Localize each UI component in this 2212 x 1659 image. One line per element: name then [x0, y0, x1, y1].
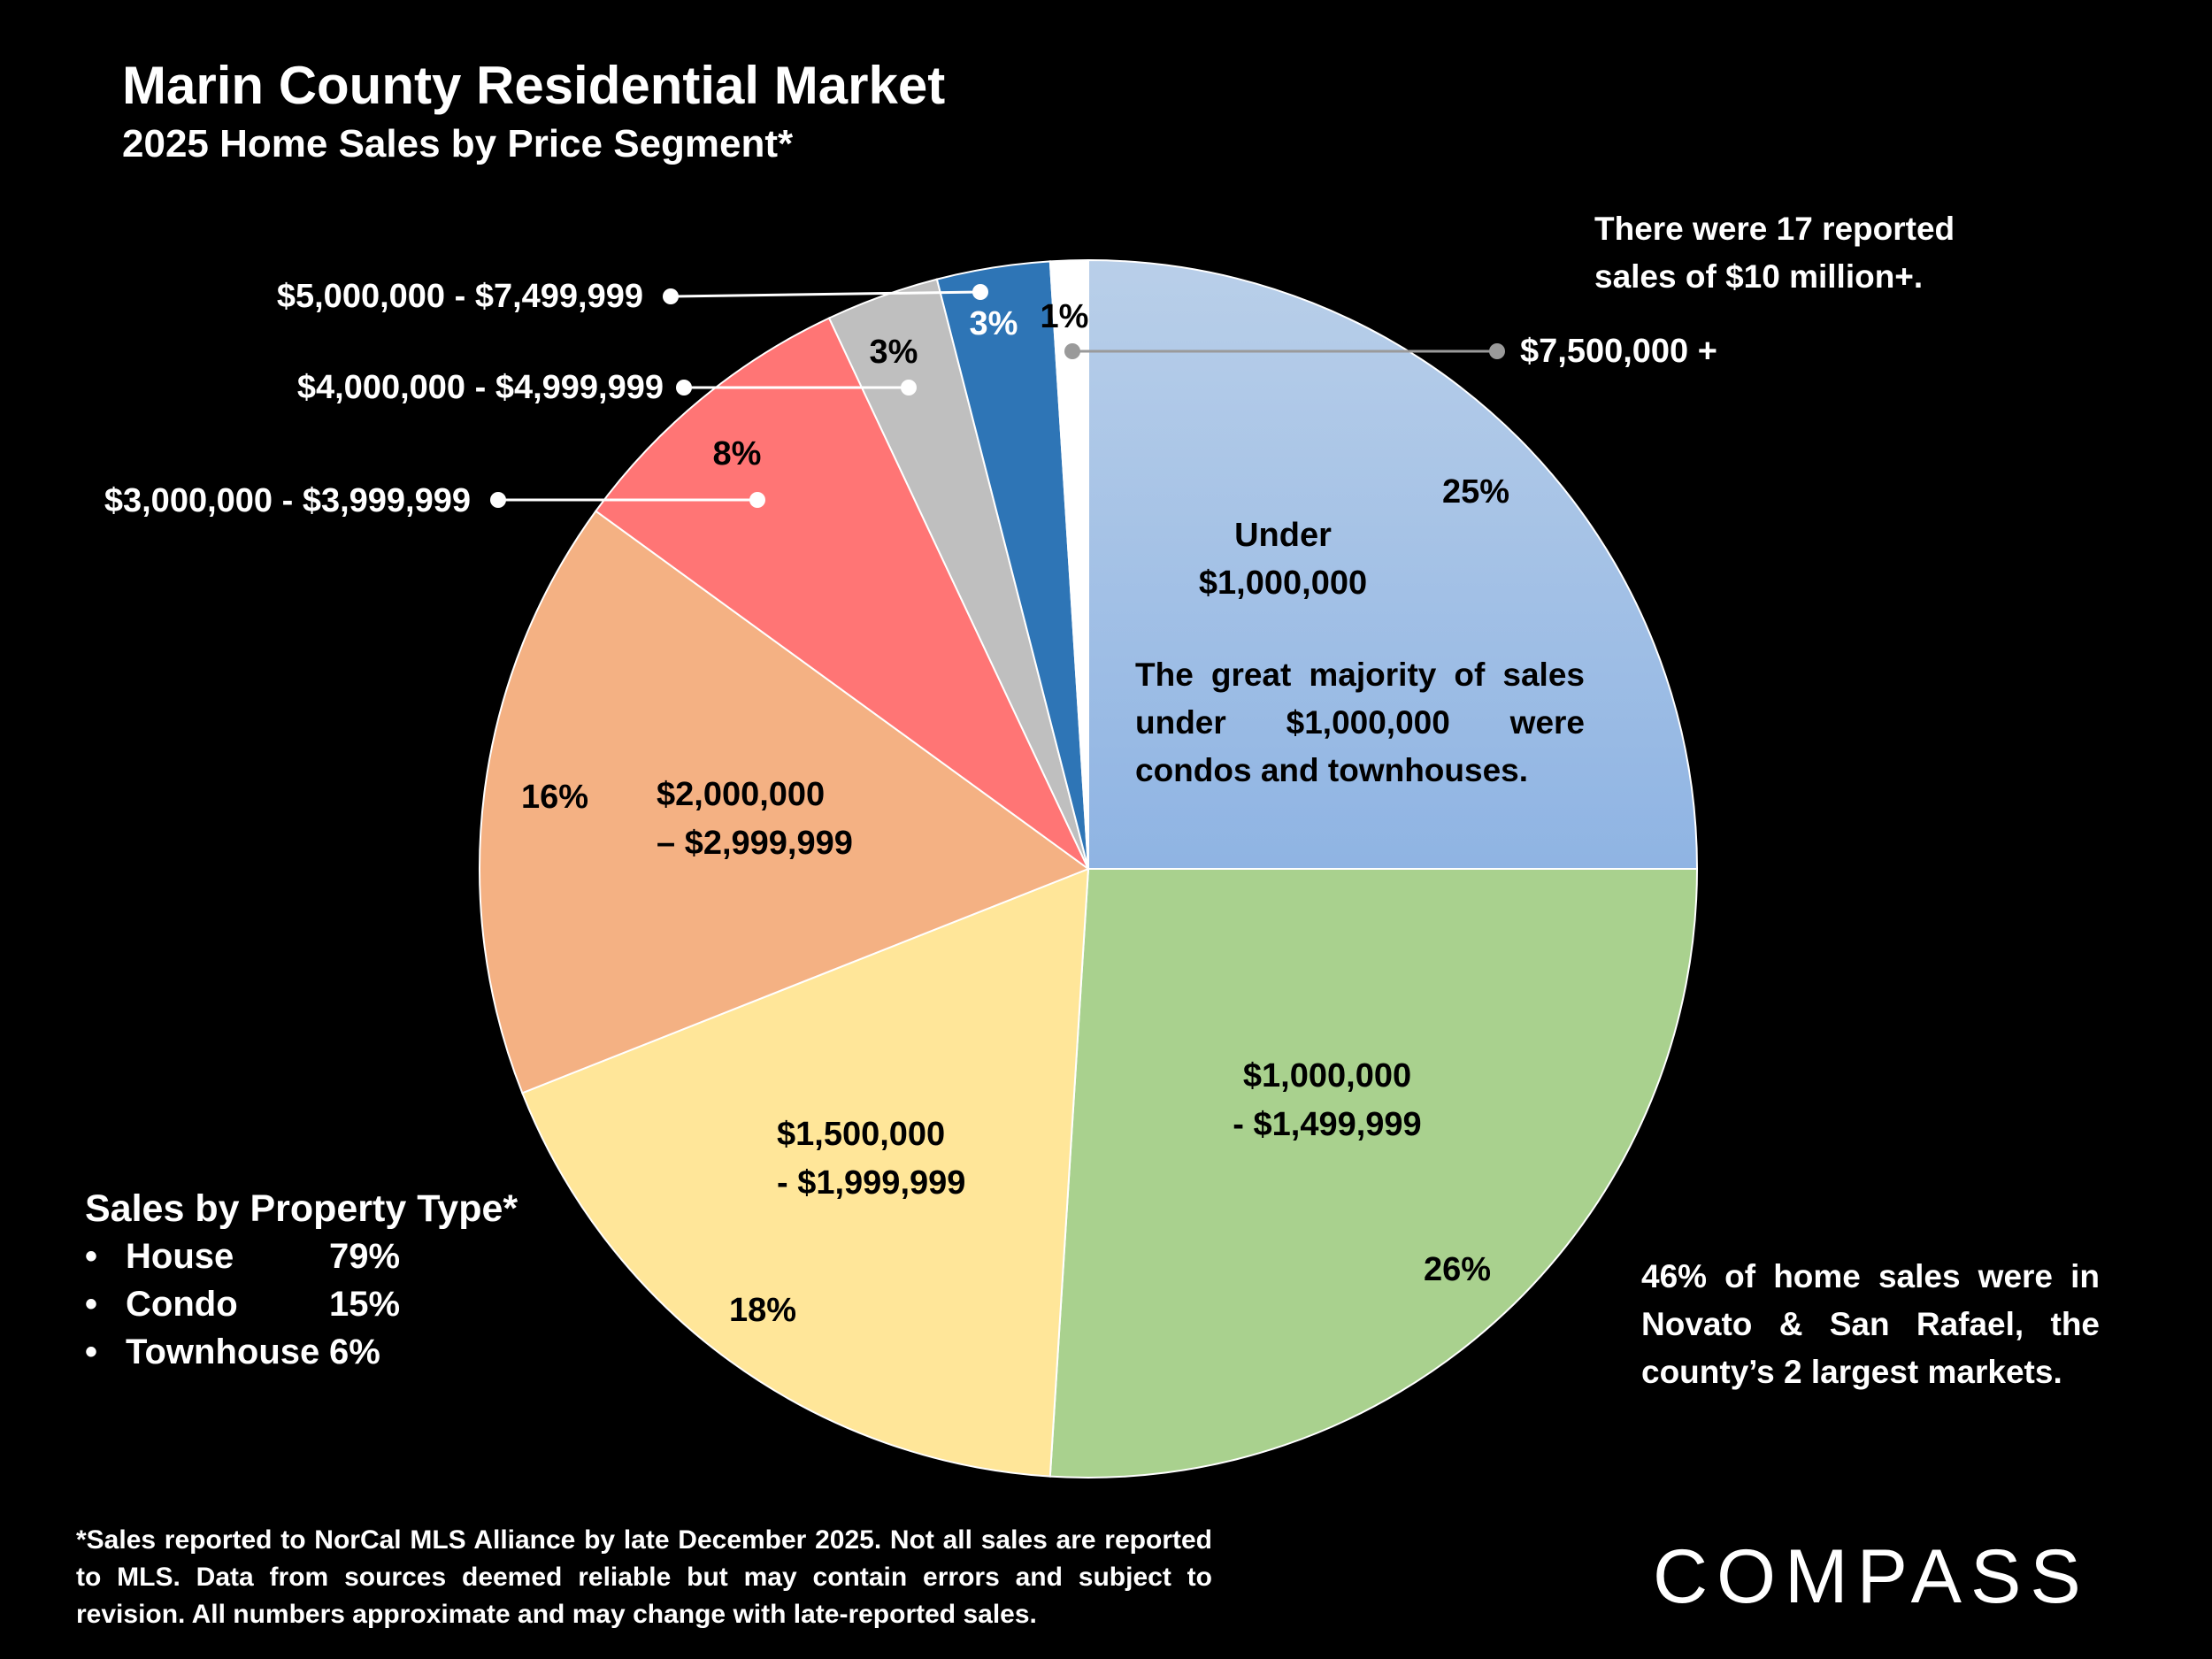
pct-label-under1m: 25%: [1442, 473, 1509, 511]
pie-slice-r2-3: [479, 510, 1091, 1094]
bullet: •: [85, 1285, 98, 1324]
pct-label-r1-15: 26%: [1424, 1251, 1491, 1288]
note-ten-million: There were 17 reported sales of $10 mill…: [1594, 211, 1955, 295]
compass-logo: COMPASS: [1653, 1534, 2090, 1619]
property-type-row: • Condo 15%: [85, 1280, 518, 1328]
pct-label-r5-75: 3%: [970, 305, 1018, 342]
pie-slice-under1m: [1087, 258, 1699, 870]
pct-label-r4-5: 3%: [870, 334, 918, 371]
property-type-name: Townhouse: [126, 1333, 320, 1371]
range-label-under1m-2: $1,000,000: [1199, 565, 1367, 602]
pie-slice-r1-15: [1048, 868, 1699, 1479]
property-type-value: 15%: [329, 1285, 401, 1324]
callout-label-r75: $7,500,000 +: [1520, 333, 1717, 370]
callout-label-r4-5: $4,000,000 - $4,999,999: [297, 369, 664, 406]
callout-line-r5-75: [670, 290, 981, 298]
property-type-row: • Townhouse 6%: [85, 1328, 518, 1376]
pct-label-r15-2: 18%: [729, 1292, 796, 1329]
range-label-under1m-1: Under: [1234, 517, 1332, 554]
pie-slice-r15-2: [521, 867, 1090, 1478]
footnote: *Sales reported to NorCal MLS Alliance b…: [76, 1525, 1212, 1629]
range-label-r1-15-2: - $1,499,999: [1233, 1106, 1421, 1143]
range-label-r15-2-1: $1,500,000: [777, 1116, 945, 1153]
note-majority: The great majority of sales under $1,000…: [1135, 657, 1585, 788]
callout-label-r5-75: $5,000,000 - $7,499,999: [277, 278, 643, 315]
property-type-name: House: [126, 1237, 234, 1276]
property-type-heading: Sales by Property Type*: [85, 1187, 518, 1230]
property-type-row: • House 79%: [85, 1233, 518, 1280]
callout-dot-r3-4-outer: [490, 492, 506, 508]
note-novato: 46% of home sales were in Novato & San R…: [1641, 1258, 2100, 1390]
range-label-r2-3-1: $2,000,000: [657, 776, 825, 813]
pie-slice-r75: [1048, 258, 1089, 870]
page-title: Marin County Residential Market: [122, 56, 946, 115]
pct-label-r75: 1%: [1041, 298, 1089, 335]
range-label-r2-3-2: – $2,999,999: [657, 825, 853, 862]
property-type-box: Sales by Property Type* • House 79% • Co…: [85, 1187, 518, 1376]
pct-label-r2-3: 16%: [521, 779, 588, 816]
pct-label-r3-4: 8%: [713, 435, 762, 472]
callout-dot-r75-outer: [1489, 343, 1505, 359]
callout-dot-r5-75-inner: [972, 284, 988, 300]
property-type-value: 79%: [329, 1237, 401, 1276]
callout-dot-r3-4-inner: [749, 492, 765, 508]
pie-callouts: [490, 284, 1505, 508]
pie-slices: [479, 258, 1699, 1479]
bullet: •: [85, 1237, 98, 1276]
pie-slice-r3-4: [594, 317, 1089, 870]
callout-dot-r4-5-outer: [676, 380, 692, 396]
callout-dot-r75-inner: [1064, 343, 1080, 359]
bullet: •: [85, 1333, 98, 1371]
callout-label-r3-4: $3,000,000 - $3,999,999: [104, 482, 471, 519]
property-type-name: Condo: [126, 1285, 238, 1324]
callout-dot-r5-75-outer: [663, 288, 679, 304]
page-subtitle: 2025 Home Sales by Price Segment*: [122, 122, 794, 165]
callout-dot-r4-5-inner: [901, 380, 917, 396]
range-label-r15-2-2: - $1,999,999: [777, 1164, 965, 1202]
property-type-value: 6%: [329, 1333, 380, 1371]
range-label-r1-15-1: $1,000,000: [1243, 1057, 1411, 1094]
